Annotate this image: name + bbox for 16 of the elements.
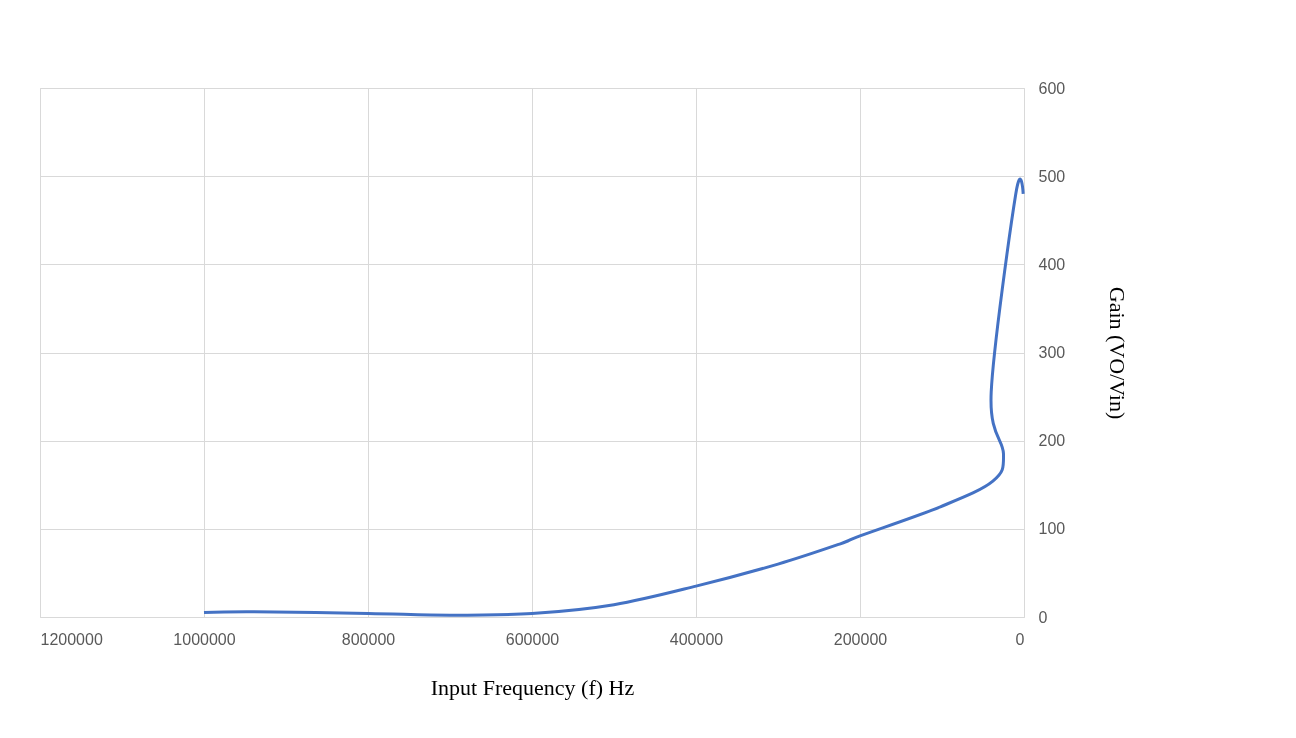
x-tick-label: 600000 xyxy=(505,630,560,648)
x-axis-title: Input Frequency (f) Hz xyxy=(430,674,635,700)
y-tick-label: 200 xyxy=(1038,432,1066,450)
x-tick-label: 400000 xyxy=(669,630,724,648)
x-tick-label: 800000 xyxy=(341,630,396,648)
x-tick-label: 1000000 xyxy=(173,630,236,648)
y-tick-label: 600 xyxy=(1038,79,1066,97)
x-tick-label: 200000 xyxy=(833,630,888,648)
y-tick-label: 300 xyxy=(1038,344,1066,361)
y-axis-title: Gain (VO/Vin) xyxy=(1105,286,1131,420)
y-tick-label: 400 xyxy=(1038,255,1066,273)
y-tick-label: 100 xyxy=(1038,520,1066,538)
y-tick-label: 500 xyxy=(1038,167,1066,185)
y-tick-label: 0 xyxy=(1038,608,1048,626)
x-tick-label: 1200000 xyxy=(40,630,103,648)
x-tick-label: 0 xyxy=(1015,630,1025,648)
